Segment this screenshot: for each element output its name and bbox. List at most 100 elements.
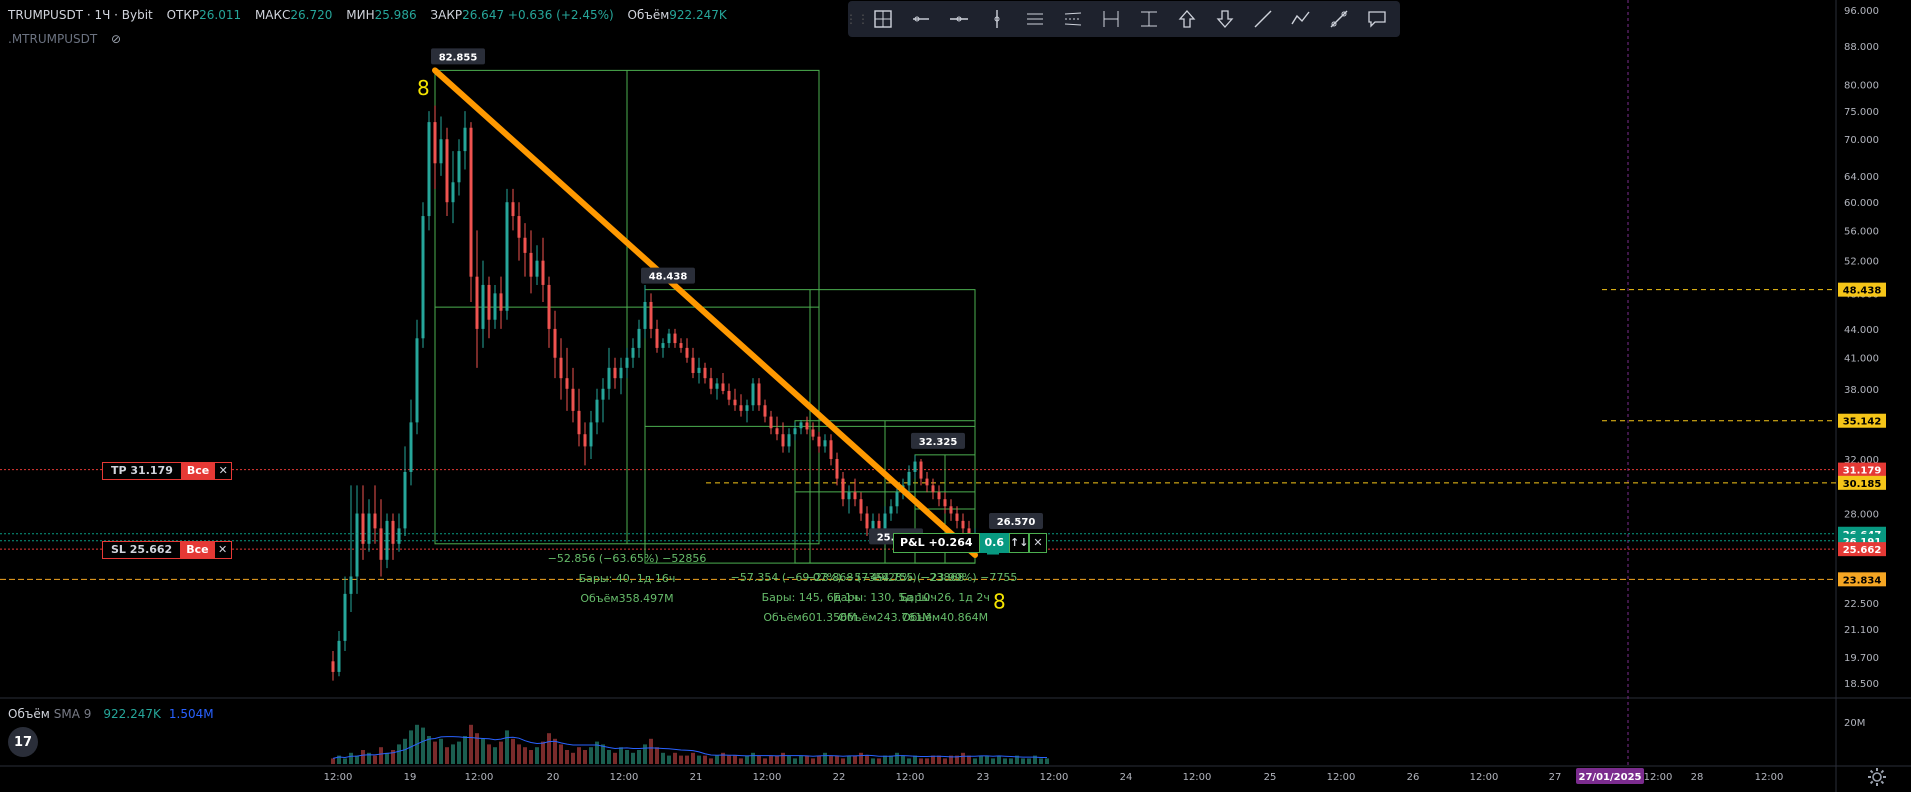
high-value: 26.720 bbox=[290, 8, 333, 22]
volume-bar bbox=[973, 758, 977, 764]
candle-body bbox=[661, 343, 665, 348]
volume-bar bbox=[811, 758, 815, 764]
volume-bar bbox=[913, 755, 917, 764]
tradingview-logo-icon[interactable]: 17 bbox=[8, 727, 38, 757]
gear-icon[interactable] bbox=[1866, 766, 1888, 788]
volume-bar bbox=[835, 755, 839, 764]
candle-body bbox=[481, 284, 485, 329]
candle-body bbox=[385, 520, 389, 560]
candle-body bbox=[565, 378, 569, 389]
candle-body bbox=[367, 513, 371, 544]
time-tick-label: 24 bbox=[1120, 772, 1133, 783]
time-tick-label: 12:00 bbox=[1470, 772, 1499, 783]
volume-bar bbox=[571, 752, 575, 764]
candle-body bbox=[655, 328, 659, 348]
volume-bar bbox=[1003, 758, 1007, 764]
volume-bar bbox=[547, 733, 551, 764]
volume-sma-line bbox=[332, 736, 1047, 759]
arrow-up-icon[interactable] bbox=[1174, 7, 1200, 31]
sl-close-icon[interactable]: ✕ bbox=[213, 541, 232, 559]
fib-icon[interactable] bbox=[1326, 7, 1352, 31]
close-label: ЗАКР bbox=[430, 8, 463, 22]
candle-body bbox=[763, 405, 767, 417]
volume-bar bbox=[439, 738, 443, 764]
volume-bar bbox=[757, 755, 761, 764]
horizontal-ray-icon[interactable] bbox=[908, 7, 934, 31]
volume-sma-label: SMA 9 bbox=[53, 707, 92, 721]
price-callout-label: 48.438 bbox=[649, 272, 688, 283]
volume-bar bbox=[577, 747, 581, 764]
time-tick-label: 25 bbox=[1264, 772, 1277, 783]
price-tick-label: 22.500 bbox=[1844, 599, 1879, 610]
time-tick-label: 12:00 bbox=[896, 772, 925, 783]
tp-close-icon[interactable]: ✕ bbox=[214, 462, 233, 480]
volume-bar bbox=[781, 752, 785, 764]
sl-order[interactable]: SL 25.662 Все ✕ bbox=[102, 541, 232, 559]
volume-value: 922.247K bbox=[669, 8, 727, 22]
price-tick-label: 32.000 bbox=[1844, 455, 1879, 466]
eye-off-icon[interactable]: ⊘ bbox=[111, 32, 122, 46]
tp-order[interactable]: TP 31.179 Все ✕ bbox=[102, 462, 233, 480]
parallel-channel-icon[interactable] bbox=[1022, 7, 1048, 31]
candle-body bbox=[805, 422, 809, 430]
time-tick-label: 12:00 bbox=[1327, 772, 1356, 783]
candle-body bbox=[709, 378, 713, 389]
arrow-down-icon[interactable] bbox=[1212, 7, 1238, 31]
volume-bar bbox=[895, 752, 899, 764]
volume-bar bbox=[1009, 758, 1013, 764]
sl-all-button[interactable]: Все bbox=[181, 541, 214, 559]
candle-body bbox=[643, 301, 647, 329]
volume-bar bbox=[427, 736, 431, 764]
drag-handle-icon[interactable]: ⋮⋮ bbox=[845, 12, 869, 26]
reverse-position-button[interactable]: ↑↓ bbox=[1009, 533, 1030, 553]
price-tick-label: 21.100 bbox=[1844, 625, 1879, 636]
sub-symbol[interactable]: .MTRUMPUSDT ⊘ bbox=[8, 32, 121, 46]
price-tick-label: 80.000 bbox=[1844, 81, 1879, 92]
price-range-icon[interactable] bbox=[1136, 7, 1162, 31]
volume-bar bbox=[961, 752, 965, 764]
layout-icon[interactable] bbox=[870, 7, 896, 31]
volume-bar bbox=[565, 750, 569, 764]
date-range-icon[interactable] bbox=[1098, 7, 1124, 31]
price-axis-badge-label: 31.179 bbox=[1843, 466, 1882, 477]
volume-bar bbox=[337, 755, 341, 764]
position-pnl[interactable]: P&L +0.264 0.6 ↑↓ ✕ bbox=[893, 533, 1048, 553]
horizontal-line-icon[interactable] bbox=[946, 7, 972, 31]
volume-bar bbox=[877, 758, 881, 764]
volume-bar bbox=[685, 755, 689, 764]
volume-bar bbox=[829, 755, 833, 764]
regression-channel-icon[interactable] bbox=[1060, 7, 1086, 31]
price-callout-box bbox=[911, 432, 965, 449]
volume-bar bbox=[583, 750, 587, 764]
volume-title[interactable]: Объём bbox=[8, 707, 50, 721]
candle-body bbox=[685, 347, 689, 358]
price-callout-box bbox=[641, 267, 695, 284]
candle-body bbox=[727, 390, 731, 400]
time-tick-label: 19 bbox=[404, 772, 417, 783]
candle-body bbox=[829, 440, 833, 459]
tp-all-button[interactable]: Все bbox=[181, 462, 215, 480]
candle-body bbox=[493, 293, 497, 320]
close-position-icon[interactable]: ✕ bbox=[1029, 533, 1048, 553]
candle-body bbox=[883, 513, 887, 529]
vertical-line-icon[interactable] bbox=[984, 7, 1010, 31]
candle-body bbox=[673, 333, 677, 344]
candle-body bbox=[559, 357, 563, 379]
volume-bar bbox=[385, 752, 389, 764]
price-tick-label: 64.000 bbox=[1844, 172, 1879, 183]
candle-body bbox=[793, 428, 797, 435]
candle-body bbox=[913, 461, 917, 472]
time-tick-label: 12:00 bbox=[610, 772, 639, 783]
volume-tick-label: 20M bbox=[1844, 718, 1865, 729]
callout-icon[interactable] bbox=[1364, 7, 1390, 31]
candle-body bbox=[577, 410, 581, 435]
trend-line-icon[interactable] bbox=[1250, 7, 1276, 31]
volume-bar bbox=[775, 755, 779, 764]
candle-body bbox=[607, 367, 611, 389]
symbol-title[interactable]: TRUMPUSDT · 1Ч · Bybit bbox=[8, 8, 153, 22]
volume-bar bbox=[745, 755, 749, 764]
candle-body bbox=[403, 471, 407, 529]
path-icon[interactable] bbox=[1288, 7, 1314, 31]
